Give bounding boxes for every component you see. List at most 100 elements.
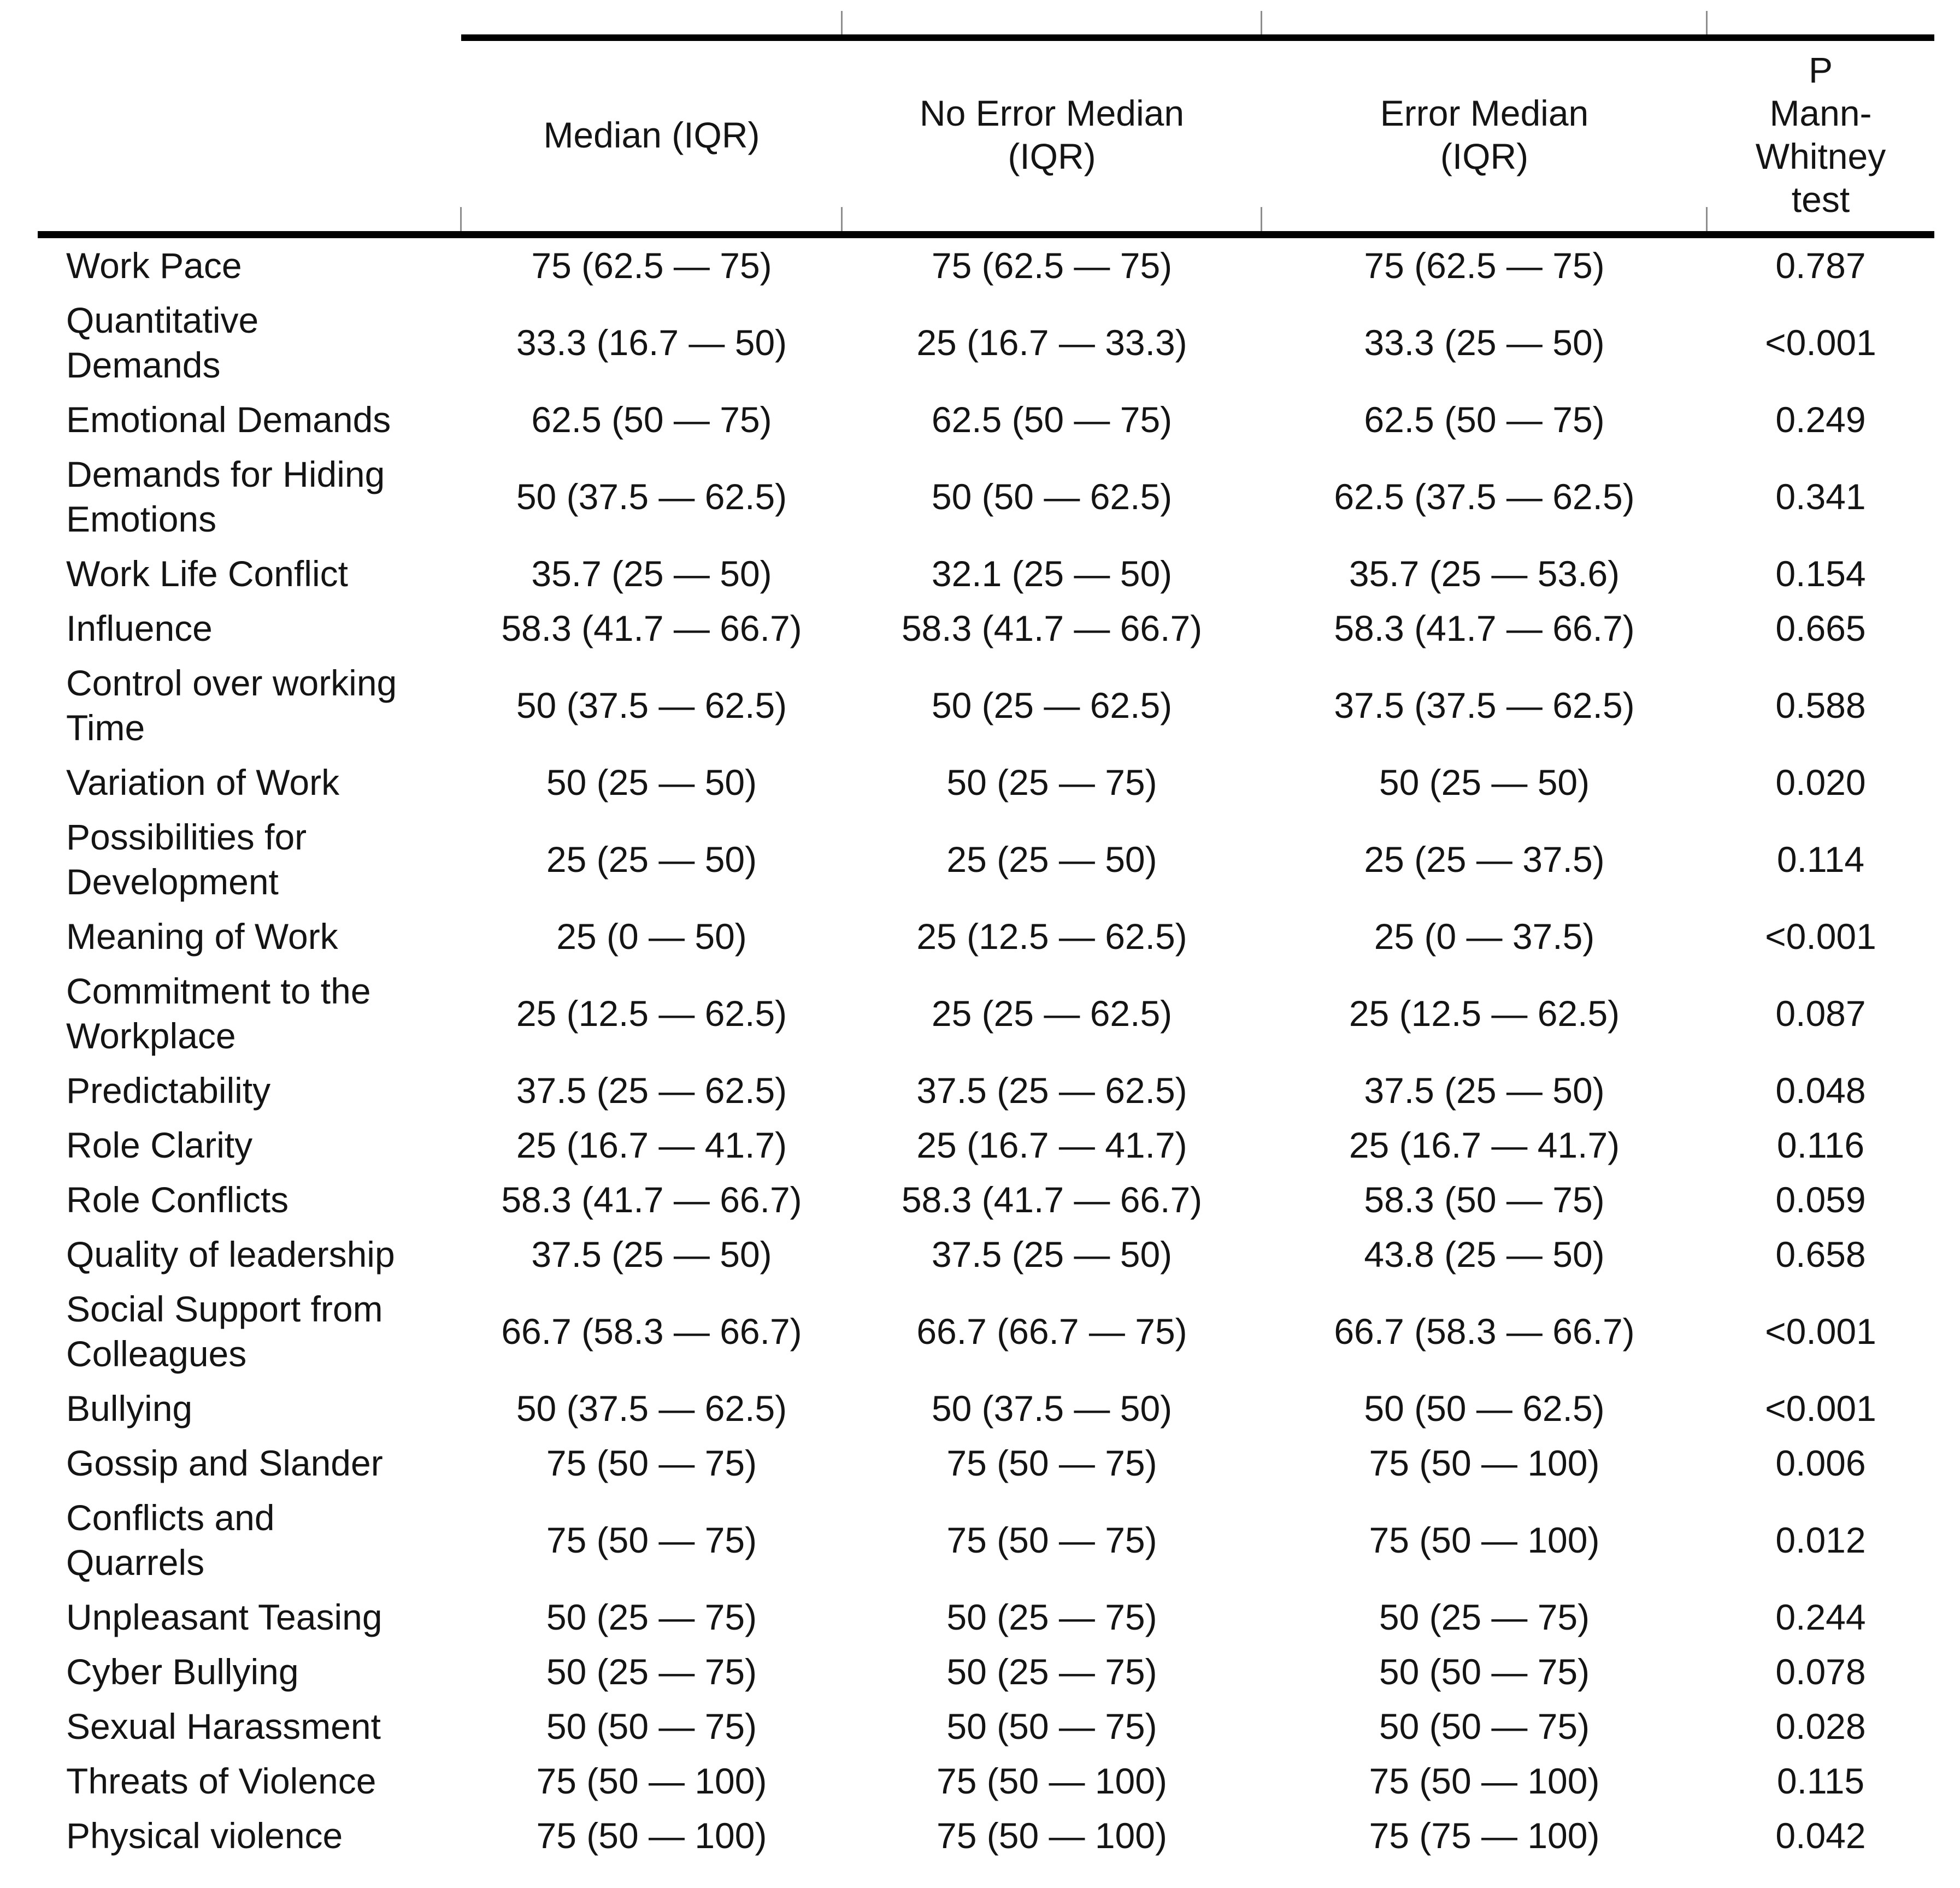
p-value-cell: 0.114 — [1776, 839, 1865, 880]
row-label: Quantitative Demands — [66, 300, 259, 385]
p-value-cell: 0.059 — [1775, 1179, 1866, 1220]
row-label: Emotional Demands — [66, 399, 391, 440]
error-median-cell: 75 (75 — 100) — [1369, 1815, 1600, 1856]
no-error-median-cell: 50 (25 — 62.5) — [931, 685, 1173, 725]
no-error-median-cell: 66.7 (66.7 — 75) — [916, 1311, 1187, 1352]
p-value-cell: <0.001 — [1765, 1311, 1876, 1352]
table-row: Sexual Harassment 50 (50 — 75) 50 (50 — 75… — [38, 1699, 1934, 1754]
median-iqr-cell: 50 (37.5 — 62.5) — [516, 1388, 787, 1429]
median-iqr-cell: 75 (50 — 75) — [546, 1443, 757, 1483]
table-row: Threats of Violence 75 (50 — 100) 75 (50 —… — [38, 1754, 1934, 1808]
p-value-cell: 0.042 — [1775, 1815, 1866, 1856]
p-value-cell: <0.001 — [1765, 916, 1876, 957]
p-value-cell: 0.787 — [1775, 245, 1866, 286]
p-value-cell: 0.048 — [1775, 1070, 1866, 1111]
median-iqr-cell: 75 (50 — 100) — [536, 1761, 767, 1801]
row-label: Predictability — [66, 1070, 271, 1111]
error-median-cell: 33.3 (25 — 50) — [1364, 322, 1605, 363]
row-label: Gossip and Slander — [66, 1443, 383, 1483]
error-median-cell: 35.7 (25 — 53.6) — [1349, 553, 1620, 594]
table-row: Social Support from Colleagues 66.7 (58.3… — [38, 1282, 1934, 1381]
error-median-cell: 50 (25 — 75) — [1379, 1597, 1590, 1637]
row-label: Cyber Bullying — [66, 1651, 299, 1692]
no-error-median-cell: 50 (25 — 75) — [946, 762, 1157, 803]
error-median-cell: 50 (50 — 75) — [1379, 1706, 1590, 1747]
p-value-cell: 0.588 — [1775, 685, 1866, 725]
no-error-median-cell: 25 (16.7 — 41.7) — [916, 1125, 1187, 1165]
error-median-cell: 75 (50 — 100) — [1369, 1443, 1600, 1483]
row-label: Threats of Violence — [66, 1761, 376, 1801]
error-median-cell: 25 (12.5 — 62.5) — [1349, 993, 1620, 1034]
error-median-cell: 25 (25 — 37.5) — [1364, 839, 1605, 880]
row-label: Variation of Work — [66, 762, 340, 803]
row-label: Work Life Conflict — [66, 553, 348, 594]
error-median-cell: 37.5 (37.5 — 62.5) — [1334, 685, 1635, 725]
table-row: Quantitative Demands 33.3 (16.7 — 50) 25 (… — [38, 293, 1934, 392]
table-row: Physical violence 75 (50 — 100) 75 (50 — 1… — [38, 1808, 1934, 1863]
table-row: Conflicts and Quarrels 75 (50 — 75) 75 (50… — [38, 1490, 1934, 1590]
error-median-cell: 75 (50 — 100) — [1369, 1761, 1600, 1801]
row-label: Work Pace — [66, 245, 242, 286]
table-body: Work Pace 75 (62.5 — 75) 75 (62.5 — 75) 75 … — [38, 235, 1934, 1863]
p-value-cell: <0.001 — [1765, 1388, 1876, 1429]
median-iqr-cell: 75 (62.5 — 75) — [531, 245, 772, 286]
p-value-cell: 0.341 — [1775, 476, 1866, 517]
no-error-median-cell: 37.5 (25 — 50) — [931, 1234, 1173, 1275]
error-median-cell: 43.8 (25 — 50) — [1364, 1234, 1605, 1275]
median-iqr-cell: 58.3 (41.7 — 66.7) — [501, 1179, 802, 1220]
row-label: Conflicts and Quarrels — [66, 1497, 275, 1583]
no-error-median-cell: 25 (16.7 — 33.3) — [916, 322, 1187, 363]
no-error-median-cell: 25 (25 — 50) — [946, 839, 1157, 880]
row-label: Influence — [66, 608, 213, 648]
p-value-cell: 0.116 — [1776, 1125, 1865, 1165]
median-iqr-cell: 58.3 (41.7 — 66.7) — [501, 608, 802, 648]
p-value-cell: 0.078 — [1775, 1651, 1866, 1692]
no-error-median-cell: 75 (50 — 100) — [937, 1761, 1167, 1801]
table-row: Demands for Hiding Emotions 50 (37.5 — 62… — [38, 447, 1934, 546]
error-median-cell: 50 (25 — 50) — [1379, 762, 1590, 803]
median-iqr-cell: 75 (50 — 75) — [546, 1520, 757, 1560]
p-value-cell: 0.249 — [1775, 399, 1866, 440]
median-iqr-cell: 25 (12.5 — 62.5) — [516, 993, 787, 1034]
row-label: Meaning of Work — [66, 916, 338, 957]
row-label: Physical violence — [66, 1815, 343, 1856]
median-iqr-cell: 25 (16.7 — 41.7) — [516, 1125, 787, 1165]
error-median-cell: 75 (50 — 100) — [1369, 1520, 1600, 1560]
no-error-median-cell: 50 (50 — 75) — [946, 1706, 1157, 1747]
table-row: Possibilities for Development 25 (25 — 50… — [38, 810, 1934, 909]
no-error-median-cell: 25 (12.5 — 62.5) — [916, 916, 1187, 957]
median-iqr-cell: 75 (50 — 100) — [536, 1815, 767, 1856]
row-label: Role Conflicts — [66, 1179, 289, 1220]
median-iqr-cell: 50 (37.5 — 62.5) — [516, 685, 787, 725]
table-row: Gossip and Slander 75 (50 — 75) 75 (50 — 7… — [38, 1436, 1934, 1490]
no-error-median-column-header: No Error Median (IQR) — [841, 14, 1262, 238]
table-row: Meaning of Work 25 (0 — 50) 25 (12.5 — 62.… — [38, 909, 1934, 964]
median-iqr-cell: 50 (37.5 — 62.5) — [516, 476, 787, 517]
table-row: Commitment to the Workplace 25 (12.5 — 62… — [38, 964, 1934, 1063]
p-value-cell: 0.115 — [1776, 1761, 1865, 1801]
error-median-cell: 25 (16.7 — 41.7) — [1349, 1125, 1620, 1165]
p-value-cell: 0.006 — [1775, 1443, 1866, 1483]
median-iqr-cell: 50 (50 — 75) — [546, 1706, 757, 1747]
error-median-cell: 62.5 (37.5 — 62.5) — [1334, 476, 1635, 517]
median-iqr-cell: 35.7 (25 — 50) — [531, 553, 772, 594]
median-iqr-cell: 50 (25 — 75) — [546, 1651, 757, 1692]
error-median-cell: 75 (62.5 — 75) — [1364, 245, 1605, 286]
no-error-median-cell: 58.3 (41.7 — 66.7) — [901, 1179, 1203, 1220]
error-median-column-header: Error Median (IQR) — [1261, 14, 1707, 238]
p-value-cell: 0.087 — [1775, 993, 1866, 1034]
p-mann-whitney-column-header: P Mann- Whitney test — [1706, 14, 1934, 238]
p-value-cell: 0.012 — [1775, 1520, 1866, 1560]
p-value-cell: 0.658 — [1775, 1234, 1866, 1275]
no-error-median-cell: 62.5 (50 — 75) — [931, 399, 1173, 440]
no-error-median-cell: 75 (62.5 — 75) — [931, 245, 1173, 286]
no-error-median-cell: 75 (50 — 100) — [937, 1815, 1167, 1856]
median-iqr-cell: 50 (25 — 50) — [546, 762, 757, 803]
no-error-median-cell: 50 (37.5 — 50) — [931, 1388, 1173, 1429]
p-value-cell: 0.154 — [1775, 553, 1866, 594]
table-row: Role Clarity 25 (16.7 — 41.7) 25 (16.7 — 4… — [38, 1118, 1934, 1172]
p-value-cell: <0.001 — [1765, 322, 1876, 363]
row-category-column-header — [38, 38, 461, 238]
header-row: Median (IQR) No Error Median (IQR) Error M… — [38, 14, 1934, 238]
median-iqr-column-header: Median (IQR) — [460, 34, 842, 238]
